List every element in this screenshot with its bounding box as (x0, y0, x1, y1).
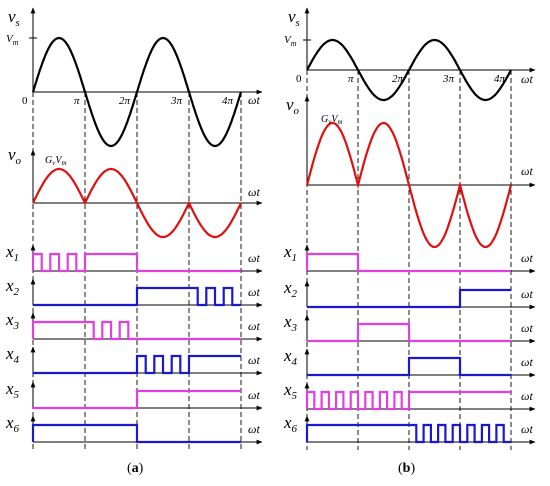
zero-label-a: 0 (22, 95, 28, 107)
x6-waveform-b (305, 423, 511, 444)
gain-label-b: GvVm (321, 114, 343, 126)
vm-label-b: Vm (284, 34, 297, 48)
vm-label-a: Vm (6, 33, 19, 47)
x5-waveform-b (305, 390, 511, 411)
x5-label-b: x5 (283, 380, 298, 402)
x6-label-a: x6 (5, 413, 20, 435)
vs-label-b: vs (288, 7, 300, 29)
vo-waveform-b (305, 121, 513, 249)
panel-a: vs Vm 0 π 2π 3π 4π ωt vo GvVm ωt x1 ωt x2 ω… (5, 7, 263, 476)
x2-waveform-b (307, 288, 511, 309)
omega-t-label-b-x4: ωt (521, 355, 533, 369)
x2-waveform-a (33, 286, 241, 307)
omega-t-label-a-vo: ωt (248, 185, 260, 199)
x1-waveform-b (305, 252, 511, 273)
x4-waveform-a (33, 354, 241, 375)
x4-label-a: x4 (5, 344, 20, 366)
x5-label-a: x5 (5, 379, 20, 401)
pi-label-a: π (74, 95, 80, 107)
omega-t-label-a-vs: ωt (248, 93, 260, 107)
x3-waveform-b (307, 322, 511, 343)
caption-a: (a) (127, 461, 144, 476)
x1-label-a: x1 (5, 242, 19, 264)
omega-t-label-a-x3: ωt (248, 319, 260, 333)
omega-t-label-a-x1: ωt (248, 251, 260, 265)
omega-t-label-b-x3: ωt (521, 321, 533, 335)
x2-label-a: x2 (5, 276, 20, 298)
switch-traces-b: x1 ωt x2 ωt x3 ωt x4 ωt x5 ωt x6 ωt (283, 242, 536, 445)
gain-label-a: GvVm (45, 155, 67, 167)
omega-t-label-b-x1: ωt (521, 251, 533, 265)
zero-label-b: 0 (296, 73, 302, 85)
x3-label-b: x3 (283, 312, 298, 334)
three-pi-label-b: 3π (442, 73, 455, 85)
omega-t-label-a-x6: ωt (248, 422, 260, 436)
two-pi-label-a: 2π (119, 95, 131, 107)
caption-b: (b) (398, 461, 415, 476)
x4-waveform-b (307, 356, 511, 377)
x5-waveform-a (33, 389, 241, 410)
four-pi-label-a: 4π (222, 95, 234, 107)
x3-label-a: x3 (5, 310, 20, 332)
three-pi-label-a: 3π (170, 95, 183, 107)
vs-waveform-b (306, 38, 512, 102)
omega-t-label-b-x5: ωt (521, 389, 533, 403)
switch-traces-a: x1 ωt x2 ωt x3 ωt x4 ωt x5 ωt x6 ωt (5, 242, 263, 445)
omega-t-label-a-x4: ωt (248, 353, 260, 367)
vs-waveform-a-curve (31, 36, 243, 148)
x1-label-b: x1 (283, 242, 297, 264)
vo-label-a: vo (8, 145, 22, 167)
omega-t-label-b-vs: ωt (521, 72, 533, 86)
pi-label-b: π (348, 73, 354, 85)
omega-t-label-b-x6: ωt (521, 422, 533, 436)
x1-waveform-a (31, 252, 241, 273)
panel-b: vs Vm 0 π 2π 3π 4π ωt vo GvVm ωt x1 ωt x2 ω… (283, 7, 536, 476)
x2-label-b: x2 (283, 278, 298, 300)
omega-t-label-a-x2: ωt (248, 285, 260, 299)
omega-t-label-a-x5: ωt (248, 388, 260, 402)
two-pi-label-b: 2π (392, 73, 404, 85)
x3-waveform-a (31, 320, 241, 341)
vs-label-a: vs (8, 7, 20, 29)
x6-waveform-a (31, 423, 241, 444)
four-pi-label-b: 4π (494, 73, 506, 85)
omega-t-label-b-x2: ωt (521, 287, 533, 301)
omega-t-label-b-vo: ωt (521, 164, 533, 178)
x6-label-b: x6 (283, 413, 298, 435)
vo-label-b: vo (286, 95, 300, 117)
vo-waveform-a (32, 167, 242, 239)
x4-label-b: x4 (283, 346, 298, 368)
